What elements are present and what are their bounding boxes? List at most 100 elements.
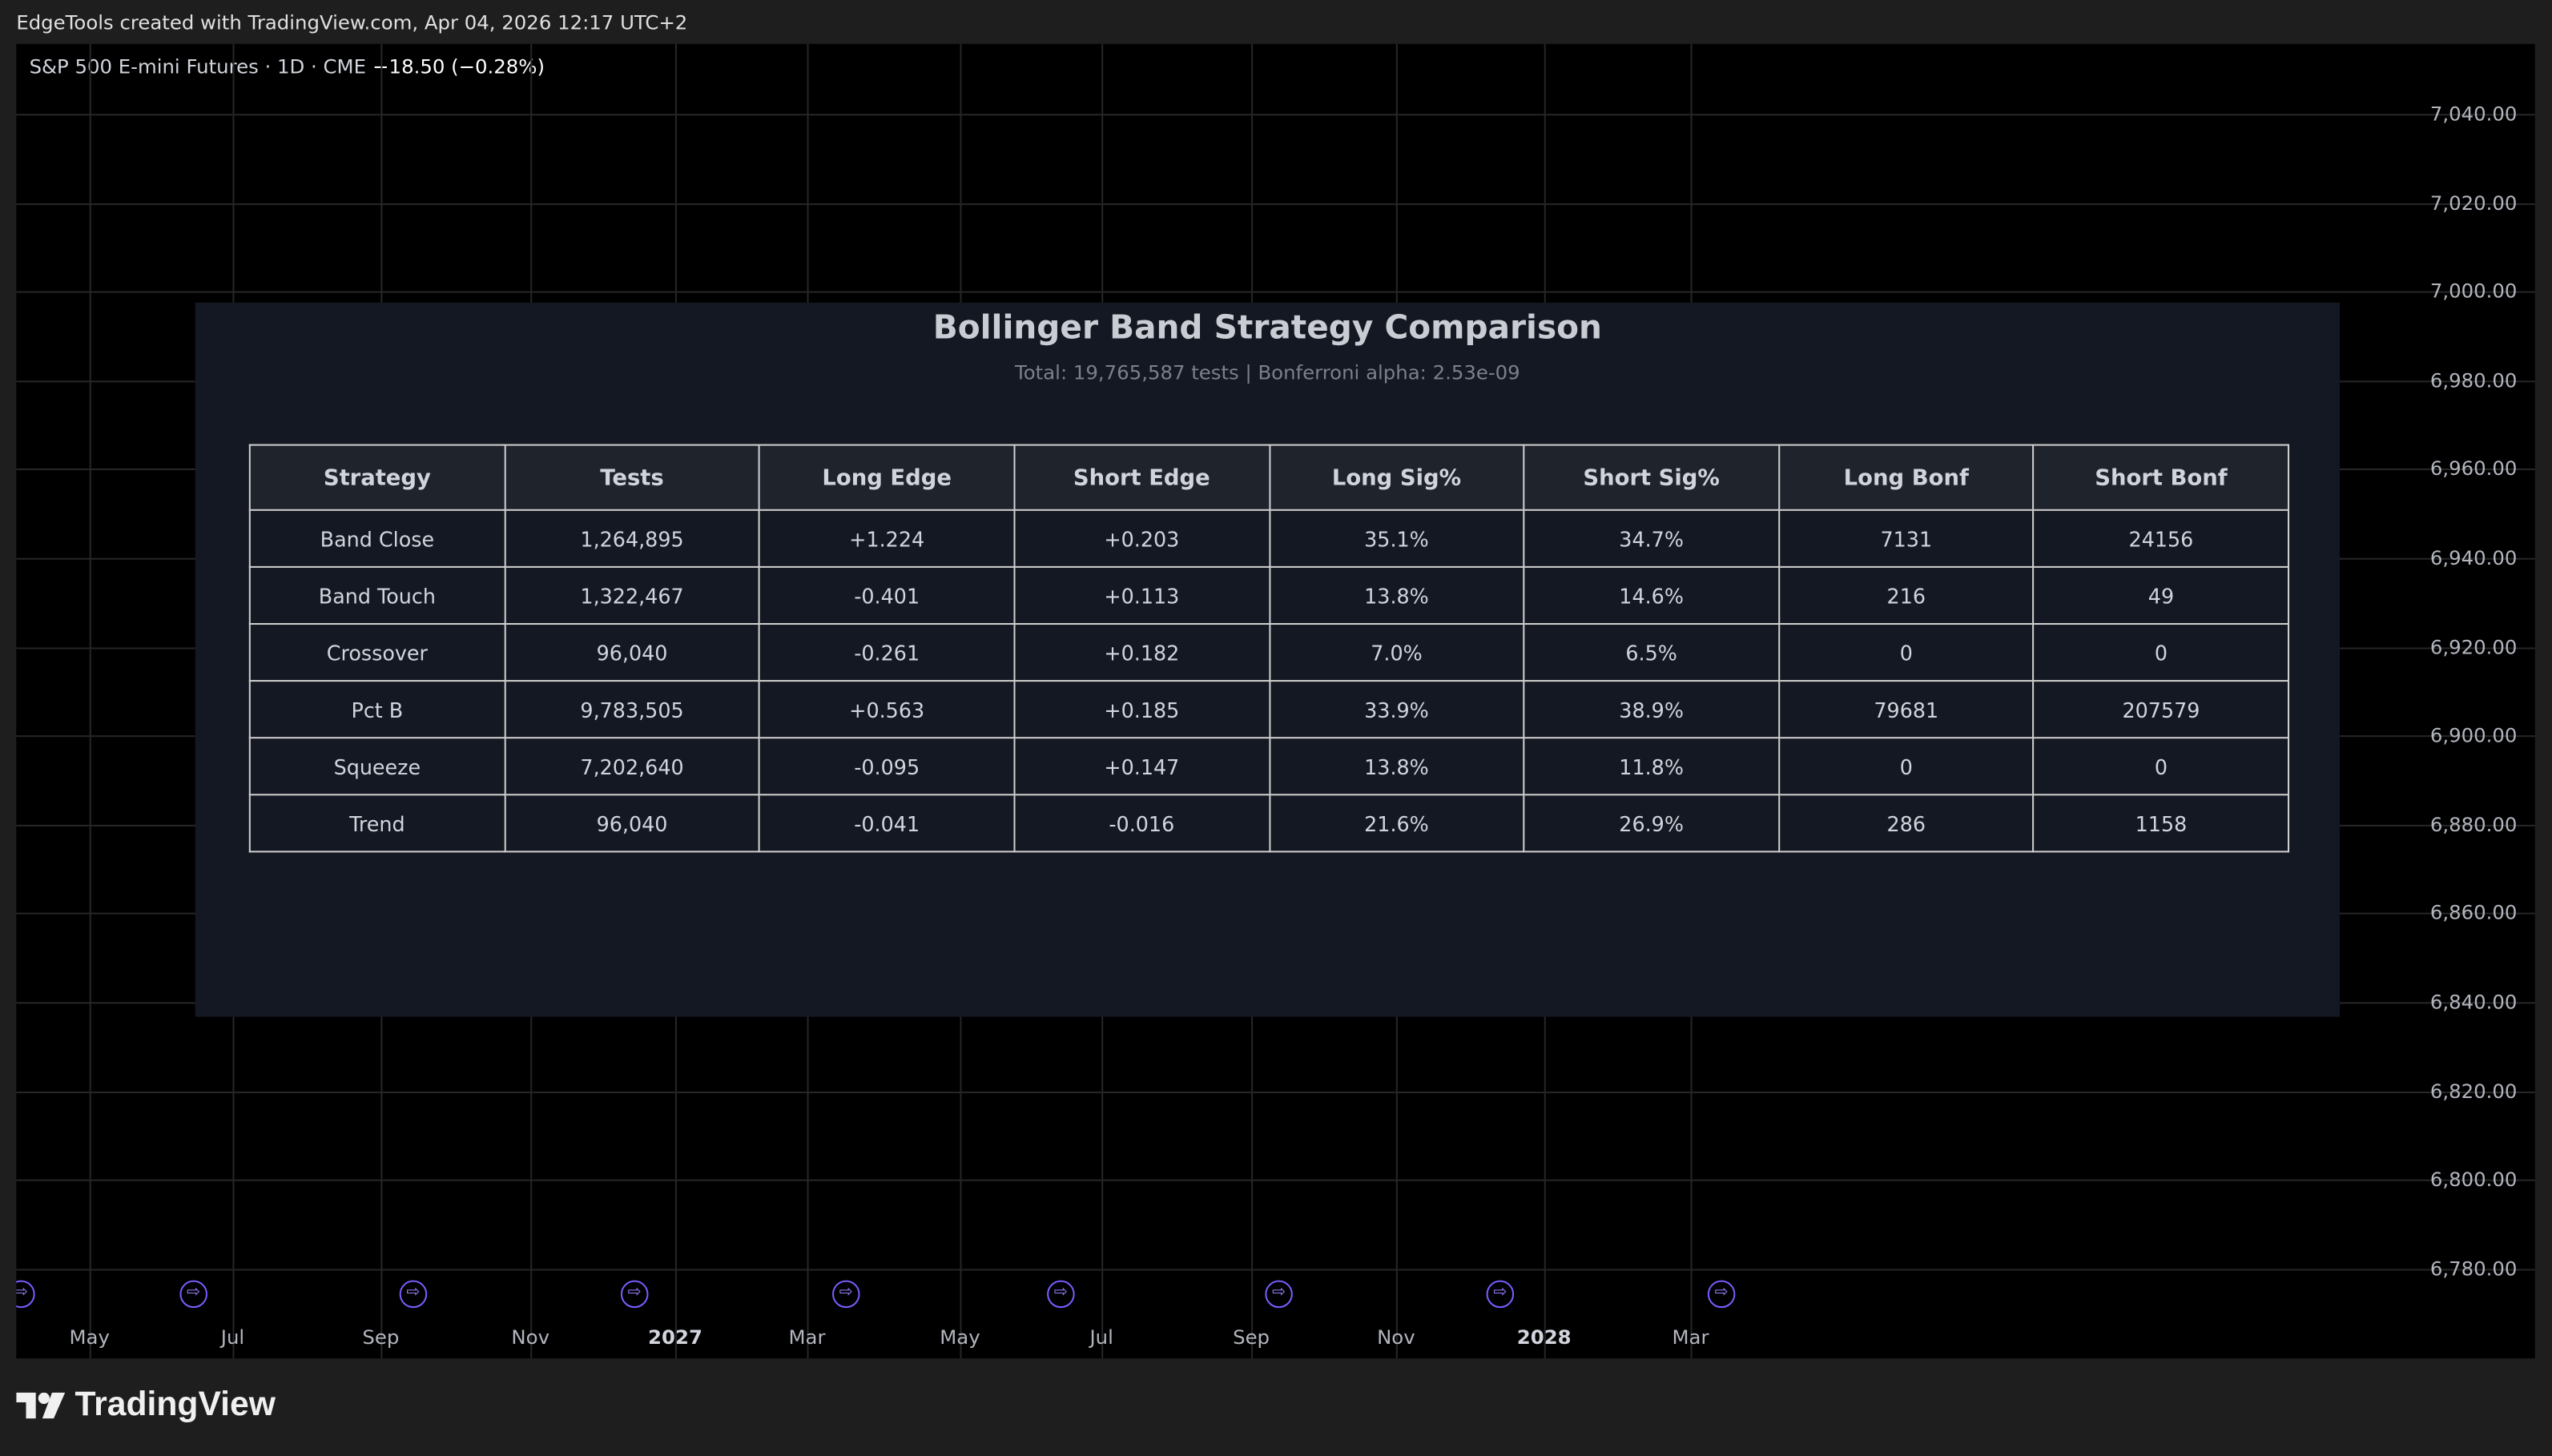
time-label: Nov bbox=[511, 1325, 549, 1349]
table-cell: 38.9% bbox=[1523, 680, 1780, 739]
event-icon: ⇨ bbox=[1047, 1280, 1075, 1309]
table-cell: 24156 bbox=[2032, 509, 2290, 568]
table-cell: 0 bbox=[1777, 737, 2035, 796]
price-label: 6,940.00 bbox=[2429, 546, 2518, 569]
event-icon: ⇨ bbox=[620, 1280, 649, 1309]
grid-line bbox=[89, 43, 91, 1359]
table-cell: Band Touch bbox=[248, 565, 505, 625]
table-cell: 1158 bbox=[2032, 794, 2290, 853]
table-cell: -0.041 bbox=[759, 794, 1016, 853]
grid-line bbox=[16, 1091, 2535, 1093]
table-cell: -0.401 bbox=[759, 565, 1016, 625]
symbol-name: S&P 500 E-mini Futures · 1D · CME bbox=[29, 55, 367, 78]
table-cell: 9,783,505 bbox=[503, 680, 761, 739]
grid-line bbox=[16, 114, 2535, 116]
table-cell: 49 bbox=[2032, 565, 2290, 625]
price-label: 6,860.00 bbox=[2429, 902, 2518, 925]
table-cell: -0.095 bbox=[759, 737, 1016, 796]
table-head: Strategy Tests Long Edge Short Edge Long Sig… bbox=[248, 444, 2290, 511]
header-text: EdgeTools created with TradingView.com, … bbox=[16, 11, 688, 34]
symbol-change: −18.50 (−0.28%) bbox=[372, 55, 545, 78]
table-cell: 35.1% bbox=[1268, 509, 1525, 568]
table-cell: -0.016 bbox=[1013, 794, 1270, 853]
time-label: Mar bbox=[788, 1325, 826, 1349]
header-row: Strategy Tests Long Edge Short Edge Long Sig… bbox=[248, 444, 2290, 511]
table-title: Bollinger Band Strategy Comparison bbox=[932, 307, 1603, 347]
logo-text: TradingView bbox=[74, 1386, 276, 1424]
grid-line bbox=[16, 1180, 2535, 1182]
table-cell: 13.8% bbox=[1268, 737, 1525, 796]
grid-line bbox=[16, 1269, 2535, 1271]
table-cell: 34.7% bbox=[1523, 509, 1780, 568]
time-label: Mar bbox=[1672, 1325, 1709, 1349]
table-cell: 96,040 bbox=[503, 794, 761, 853]
table-cell: Crossover bbox=[248, 622, 505, 682]
table-cell: 6.5% bbox=[1523, 622, 1780, 682]
event-icon: ⇨ bbox=[832, 1280, 860, 1309]
table-cell: Trend bbox=[248, 794, 505, 853]
table-cell: 26.9% bbox=[1523, 794, 1780, 853]
table-cell: +0.203 bbox=[1013, 509, 1270, 568]
event-icon: ⇨ bbox=[1486, 1280, 1515, 1309]
price-label: 6,840.00 bbox=[2429, 991, 2518, 1014]
table-cell: 7.0% bbox=[1268, 622, 1525, 682]
table-cell: 79681 bbox=[1777, 680, 2035, 739]
price-label: 7,000.00 bbox=[2429, 280, 2518, 304]
column-header: Short Bonf bbox=[2032, 444, 2290, 511]
price-label: 6,920.00 bbox=[2429, 635, 2518, 658]
time-label: 2027 bbox=[648, 1325, 702, 1349]
column-header: Tests bbox=[503, 444, 761, 511]
table-cell: 1,264,895 bbox=[503, 509, 761, 568]
event-icon: ⇨ bbox=[179, 1280, 207, 1309]
price-label: 6,820.00 bbox=[2429, 1079, 2518, 1103]
event-icon: ⇨ bbox=[1265, 1280, 1293, 1309]
time-label: Nov bbox=[1377, 1325, 1415, 1349]
table-cell: Pct B bbox=[248, 680, 505, 739]
table-row: Band Close 1,264,895 +1.224 +0.203 35.1% 34.7… bbox=[248, 509, 2290, 568]
footer: TradingView bbox=[16, 1386, 276, 1426]
table-cell: Band Close bbox=[248, 509, 505, 568]
event-icon: ⇨ bbox=[16, 1280, 35, 1309]
price-label: 6,880.00 bbox=[2429, 813, 2518, 836]
time-label: 2028 bbox=[1516, 1325, 1572, 1349]
time-label: Jul bbox=[1089, 1325, 1113, 1349]
time-label: Sep bbox=[1233, 1325, 1270, 1349]
price-label: 6,900.00 bbox=[2429, 724, 2518, 747]
table-row: Crossover 96,040 -0.261 +0.182 7.0% 6.5% 0 0 bbox=[248, 622, 2290, 682]
table-row: Pct B 9,783,505 +0.563 +0.185 33.9% 38.9% 7968… bbox=[248, 680, 2290, 739]
table-cell: 0 bbox=[1777, 622, 2035, 682]
table-cell: 13.8% bbox=[1268, 565, 1525, 625]
table-cell: +0.147 bbox=[1013, 737, 1270, 796]
table-panel: Bollinger Band Strategy Comparison Total… bbox=[195, 302, 2341, 1017]
table-row: Squeeze 7,202,640 -0.095 +0.147 13.8% 11.8% 0 0 bbox=[248, 737, 2290, 796]
column-header: Long Edge bbox=[759, 444, 1016, 511]
column-header: Short Edge bbox=[1013, 444, 1270, 511]
price-label: 7,040.00 bbox=[2429, 102, 2518, 126]
table-cell: 0 bbox=[2032, 737, 2290, 796]
table-cell: +0.182 bbox=[1013, 622, 1270, 682]
table-cell: +0.563 bbox=[759, 680, 1016, 739]
event-icon: ⇨ bbox=[399, 1280, 428, 1309]
logo-icon bbox=[16, 1392, 66, 1419]
table-cell: 207579 bbox=[2032, 680, 2290, 739]
table-cell: Squeeze bbox=[248, 737, 505, 796]
table-cell: 11.8% bbox=[1523, 737, 1780, 796]
table-cell: +0.185 bbox=[1013, 680, 1270, 739]
table-cell: 7131 bbox=[1777, 509, 2035, 568]
table-cell: 21.6% bbox=[1268, 794, 1525, 853]
table-row: Trend 96,040 -0.041 -0.016 21.6% 26.9% 286 1158 bbox=[248, 794, 2290, 853]
table-cell: +0.113 bbox=[1013, 565, 1270, 625]
strategy-table: Strategy Tests Long Edge Short Edge Long Sig… bbox=[248, 444, 2290, 853]
column-header: Strategy bbox=[248, 444, 505, 511]
time-label: Jul bbox=[220, 1325, 245, 1349]
table-cell: +1.224 bbox=[759, 509, 1016, 568]
table-cell: 7,202,640 bbox=[503, 737, 761, 796]
column-header: Long Sig% bbox=[1268, 444, 1525, 511]
table-cell: 216 bbox=[1777, 565, 2035, 625]
event-icon: ⇨ bbox=[1707, 1280, 1736, 1309]
table-cell: 14.6% bbox=[1523, 565, 1780, 625]
grid-line bbox=[16, 203, 2535, 205]
price-label: 6,960.00 bbox=[2429, 457, 2518, 481]
